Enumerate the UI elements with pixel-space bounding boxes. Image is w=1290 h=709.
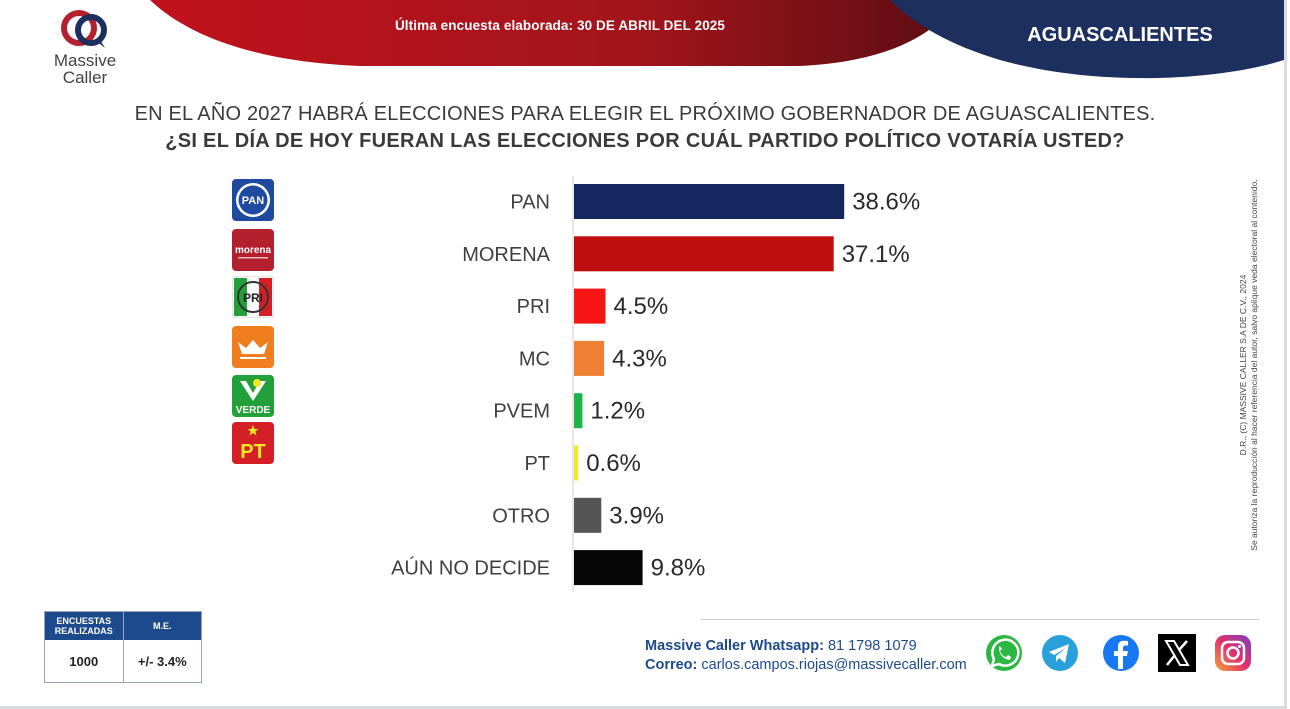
- bar-pan: [574, 184, 845, 219]
- pt-logo-text: PT: [240, 441, 266, 463]
- pt-logo-icon: PT: [232, 422, 274, 464]
- instagram-icon[interactable]: [1213, 633, 1253, 673]
- bar-chart: PAN 38.6% MORENA 37.1% PRI 4.5% MC 4.3% PVEM 1.2%…: [391, 176, 920, 592]
- header-ribbons: [150, 0, 1284, 79]
- category-label-aún-no-decide: AÚN NO DECIDE: [391, 557, 550, 580]
- brand-line1: Massive: [53, 51, 117, 70]
- survey-date: Última encuesta elaborada: 30 DE ABRIL D…: [394, 18, 726, 33]
- bar-pvem: [574, 393, 583, 429]
- email-label: Correo:: [645, 657, 698, 673]
- whatsapp-icon[interactable]: [984, 633, 1024, 673]
- category-label-morena: MORENA: [462, 244, 550, 266]
- brand-logo: Massive Caller: [44, 6, 126, 94]
- morena-logo-icon: morena: [232, 229, 274, 271]
- legal-notice: D.R., (C) MASSIVE CALLER S.A DE C.V., 20…: [1238, 140, 1260, 590]
- question-line2: ¿SI EL DÍA DE HOY FUERAN LAS ELECCIONES …: [165, 130, 1125, 152]
- value-label-mc: 4.3%: [612, 345, 667, 372]
- whatsapp-label: Massive Caller Whatsapp:: [645, 638, 824, 654]
- value-label-aún-no-decide: 9.8%: [651, 555, 706, 582]
- pan-logo-icon: PAN: [232, 179, 274, 221]
- pri-logo-icon: PRI: [232, 276, 274, 318]
- morena-logo-text: morena: [235, 245, 272, 256]
- verde-logo-icon: VERDE: [232, 375, 274, 417]
- bar-mc: [574, 340, 605, 376]
- bar-pt: [574, 445, 579, 481]
- value-label-otro: 3.9%: [609, 502, 664, 529]
- value-label-pri: 4.5%: [614, 293, 669, 320]
- survey-stats-table: ENCUESTAS REALIZADAS M.E. 1000 +/- 3.4%: [44, 611, 202, 683]
- region-title: AGUASCALIENTES: [1027, 24, 1213, 46]
- value-label-morena: 37.1%: [842, 241, 910, 268]
- facebook-icon[interactable]: [1101, 633, 1141, 673]
- telegram-icon[interactable]: [1040, 633, 1080, 673]
- value-label-pvem: 1.2%: [590, 398, 645, 425]
- category-label-pan: PAN: [510, 192, 550, 214]
- surveys-header: ENCUESTAS REALIZADAS: [45, 612, 124, 640]
- value-label-pan: 38.6%: [852, 189, 920, 216]
- legal-line1: D.R., (C) MASSIVE CALLER S.A DE C.V., 20…: [1238, 274, 1248, 456]
- bar-morena: [574, 236, 834, 272]
- pri-logo-text: PRI: [243, 291, 263, 305]
- bar-otro: [574, 497, 602, 533]
- mc-logo-icon: [232, 326, 274, 368]
- contact-info: Massive Caller Whatsapp: 81 1798 1079 Co…: [645, 637, 967, 675]
- category-label-pt: PT: [524, 453, 550, 475]
- margin-error-header: M.E.: [152, 621, 172, 631]
- navy-ribbon: [890, 0, 1284, 79]
- legal-line2: Se autoriza la reproducción al hacer ref…: [1249, 179, 1259, 551]
- category-label-mc: MC: [519, 348, 550, 370]
- brand-line2: Caller: [62, 68, 108, 87]
- massive-caller-logo-icon: [61, 10, 107, 48]
- question-line1: EN EL AÑO 2027 HABRÁ ELECCIONES PARA ELE…: [134, 103, 1156, 125]
- verde-logo-text: VERDE: [236, 405, 271, 416]
- surveys-value: 1000: [45, 640, 124, 682]
- whatsapp-number[interactable]: 81 1798 1079: [827, 638, 917, 654]
- footer-divider: [700, 619, 1260, 620]
- bar-pri: [574, 288, 606, 324]
- category-label-pri: PRI: [517, 296, 550, 318]
- pan-logo-text: PAN: [242, 195, 264, 207]
- red-ribbon: [150, 0, 960, 66]
- value-label-pt: 0.6%: [586, 450, 641, 477]
- category-label-pvem: PVEM: [493, 401, 550, 423]
- bar-aún-no-decide: [574, 550, 643, 586]
- email-address[interactable]: carlos.campos.riojas@massivecaller.com: [701, 657, 967, 673]
- category-label-otro: OTRO: [492, 505, 550, 527]
- margin-error-value: +/- 3.4%: [137, 653, 187, 669]
- x-icon[interactable]: [1157, 633, 1197, 673]
